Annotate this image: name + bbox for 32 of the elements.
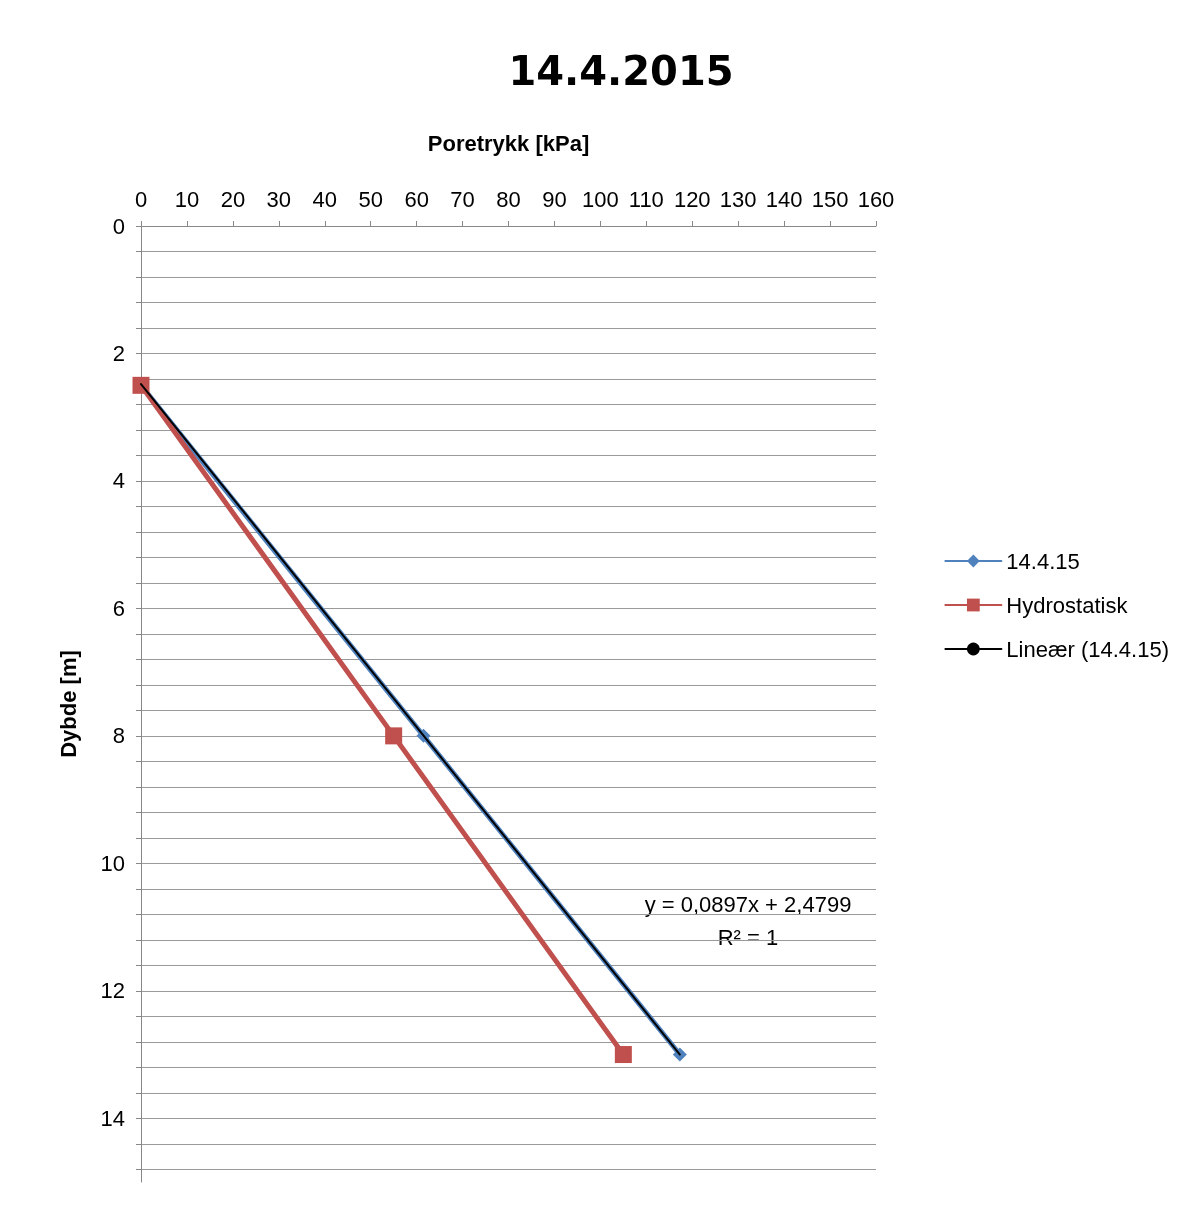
x-tick-label: 10 bbox=[174, 186, 200, 212]
legend-label: Lineær (14.4.15) bbox=[1006, 636, 1170, 662]
x-tick-label: 120 bbox=[673, 186, 711, 212]
x-tick-label: 100 bbox=[582, 186, 619, 212]
y-tick-label: 4 bbox=[112, 468, 125, 494]
legend-label: 14.4.15 bbox=[1006, 548, 1080, 574]
x-tick-label: 50 bbox=[358, 186, 383, 212]
y-axis-title: Dybde [m] bbox=[55, 650, 81, 758]
x-tick-label: 160 bbox=[857, 186, 895, 212]
x-tick-label: 80 bbox=[496, 186, 521, 212]
annotation: y = 0,0897x + 2,4799 bbox=[644, 891, 852, 917]
x-tick-label: 140 bbox=[765, 186, 803, 212]
x-tick-label: 0 bbox=[134, 186, 148, 212]
x-tick-label: 110 bbox=[628, 186, 664, 212]
y-tick-label: 0 bbox=[112, 213, 125, 239]
chart-title: 14.4.2015 bbox=[508, 48, 734, 94]
legend-label: Hydrostatisk bbox=[1006, 592, 1129, 618]
x-axis-title: Poretrykk [kPa] bbox=[427, 130, 590, 156]
x-tick-label: 90 bbox=[542, 186, 567, 212]
y-tick-label: 6 bbox=[112, 595, 125, 621]
y-tick-label: 2 bbox=[112, 340, 125, 366]
x-tick-label: 130 bbox=[719, 186, 757, 212]
x-tick-label: 60 bbox=[404, 186, 429, 212]
x-tick-label: 40 bbox=[312, 186, 337, 212]
x-tick-label: 150 bbox=[811, 186, 849, 212]
y-tick-label: 8 bbox=[112, 723, 125, 749]
y-tick-label: 12 bbox=[100, 978, 125, 1004]
y-tick-label: 14 bbox=[100, 1105, 125, 1131]
x-tick-label: 30 bbox=[266, 186, 292, 212]
x-tick-label: 70 bbox=[450, 186, 475, 212]
x-tick-label: 20 bbox=[220, 186, 246, 212]
y-tick-label: 10 bbox=[100, 850, 125, 876]
